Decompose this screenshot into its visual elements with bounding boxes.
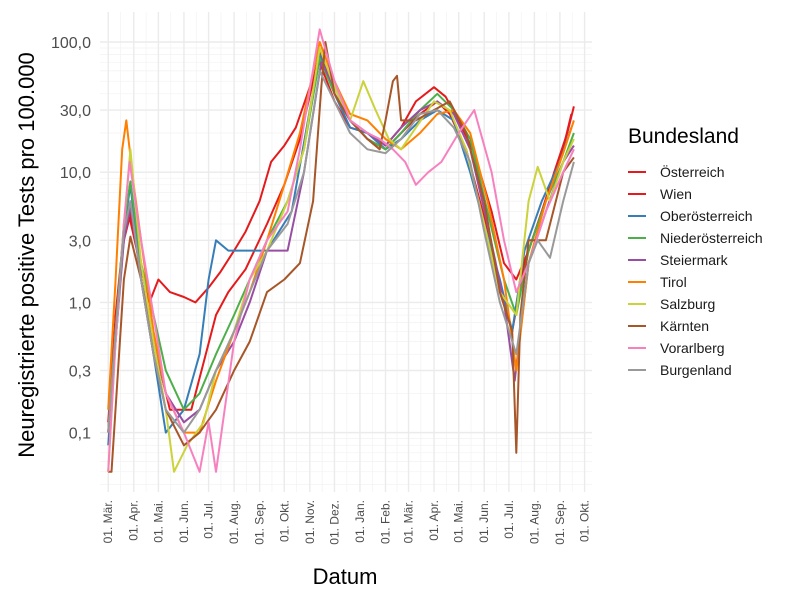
legend: Bundesland Österreich Wien Oberösterreich N… [628, 125, 763, 378]
legend-title: Bundesland [628, 125, 739, 148]
x-tick-label: 01. Aug. [227, 500, 241, 544]
grid-major [100, 12, 592, 492]
legend-label: Salzburg [660, 296, 715, 312]
legend-label: Kärnten [660, 318, 709, 334]
x-tick-label: 01. Aug. [527, 500, 541, 544]
x-tick-label: 01. Dez. [327, 500, 341, 545]
y-axis: 0,1 0,3 1,0 3,0 10,0 30,0 100,0 [51, 35, 91, 443]
x-tick-label: 01. Mär. [402, 500, 416, 543]
y-tick-label: 30,0 [60, 103, 91, 120]
x-tick-label: 01. Okt. [578, 500, 592, 542]
y-axis-title: Neuregistrierte positive Tests pro 100.0… [14, 52, 39, 458]
x-tick-label: 01. Sep. [253, 500, 267, 545]
legend-label: Niederösterreich [660, 230, 763, 246]
series-line [107, 69, 575, 434]
x-tick-label: 01. Jan. [353, 500, 367, 543]
legend-label: Wien [660, 186, 692, 202]
x-tick-label: 01. Apr. [427, 500, 441, 541]
x-tick-label: 01. Mär. [101, 500, 115, 543]
x-tick-label: 01. Apr. [127, 500, 141, 541]
y-tick-label: 3,0 [69, 233, 91, 250]
legend-label: Oberösterreich [660, 208, 753, 224]
x-tick-label: 01. Sep. [553, 500, 567, 545]
x-tick-label: 01. Jul. [502, 500, 516, 539]
y-tick-label: 1,0 [69, 295, 91, 312]
legend-label: Österreich [660, 163, 725, 180]
x-tick-label: 01. Okt. [277, 500, 291, 542]
x-tick-label: 01. Mai. [151, 500, 165, 543]
series-line [107, 28, 575, 473]
x-axis-title: Datum [313, 564, 378, 589]
y-tick-label: 100,0 [51, 35, 91, 52]
x-tick-label: 01. Jun. [177, 500, 191, 543]
y-tick-label: 0,3 [69, 364, 91, 381]
x-tick-label: 01. Mai. [452, 500, 466, 543]
y-tick-label: 0,1 [69, 426, 91, 443]
x-tick-label: 01. Jul. [202, 500, 216, 539]
legend-label: Tirol [660, 274, 687, 290]
x-tick-label: 01. Feb. [378, 500, 392, 544]
x-axis: 01. Mär. 01. Apr. 01. Mai. 01. Jun. 01. Jul.… [101, 500, 591, 545]
legend-label: Burgenland [660, 362, 732, 378]
series-layer [107, 28, 575, 473]
y-tick-label: 10,0 [60, 165, 91, 182]
legend-label: Steiermark [660, 252, 729, 268]
x-tick-label: 01. Nov. [303, 500, 317, 544]
x-tick-label: 01. Jun. [477, 500, 491, 543]
legend-label: Vorarlberg [660, 340, 725, 356]
